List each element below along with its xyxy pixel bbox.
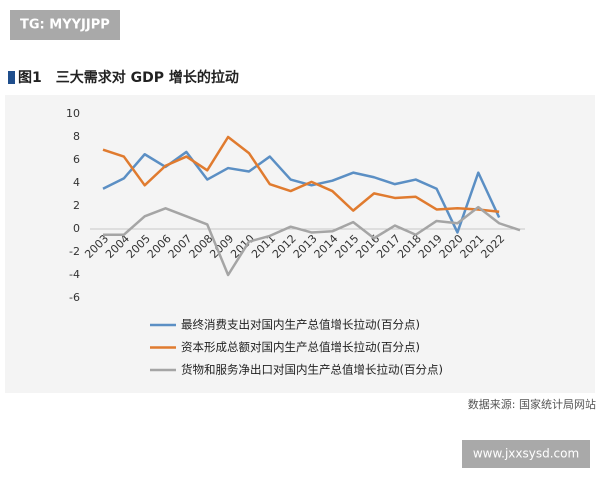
- y-tick-label: 8: [73, 130, 80, 143]
- legend-label: 最终消费支出对国内生产总值增长拉动(百分点): [181, 318, 420, 332]
- y-tick-label: -4: [69, 268, 80, 281]
- y-tick-label: 0: [73, 222, 80, 235]
- y-tick-label: -6: [69, 291, 80, 304]
- legend-label: 货物和服务净出口对国内生产总值增长拉动(百分点): [181, 363, 443, 377]
- legend-label: 资本形成总额对国内生产总值增长拉动(百分点): [181, 340, 420, 354]
- tag-box: [10, 10, 120, 40]
- plot-background: [5, 95, 595, 393]
- y-tick-label: 6: [73, 153, 80, 166]
- watermark-box: [462, 440, 590, 468]
- watermark: www.jxxsysd.com: [473, 447, 579, 461]
- y-tick-label: 2: [73, 199, 80, 212]
- source: 数据来源: 国家统计局网站: [468, 397, 596, 411]
- series-line: [102, 135, 500, 213]
- header-tag: TG: MYYJJPP: [20, 18, 110, 33]
- title-marker: [8, 71, 15, 84]
- chart-title: 图1 三大需求对 GDP 增长的拉动: [18, 69, 239, 86]
- y-tick-label: -2: [69, 245, 80, 258]
- y-tick-label: 10: [66, 107, 80, 120]
- y-tick-label: 4: [73, 176, 80, 189]
- series-line: [103, 205, 521, 277]
